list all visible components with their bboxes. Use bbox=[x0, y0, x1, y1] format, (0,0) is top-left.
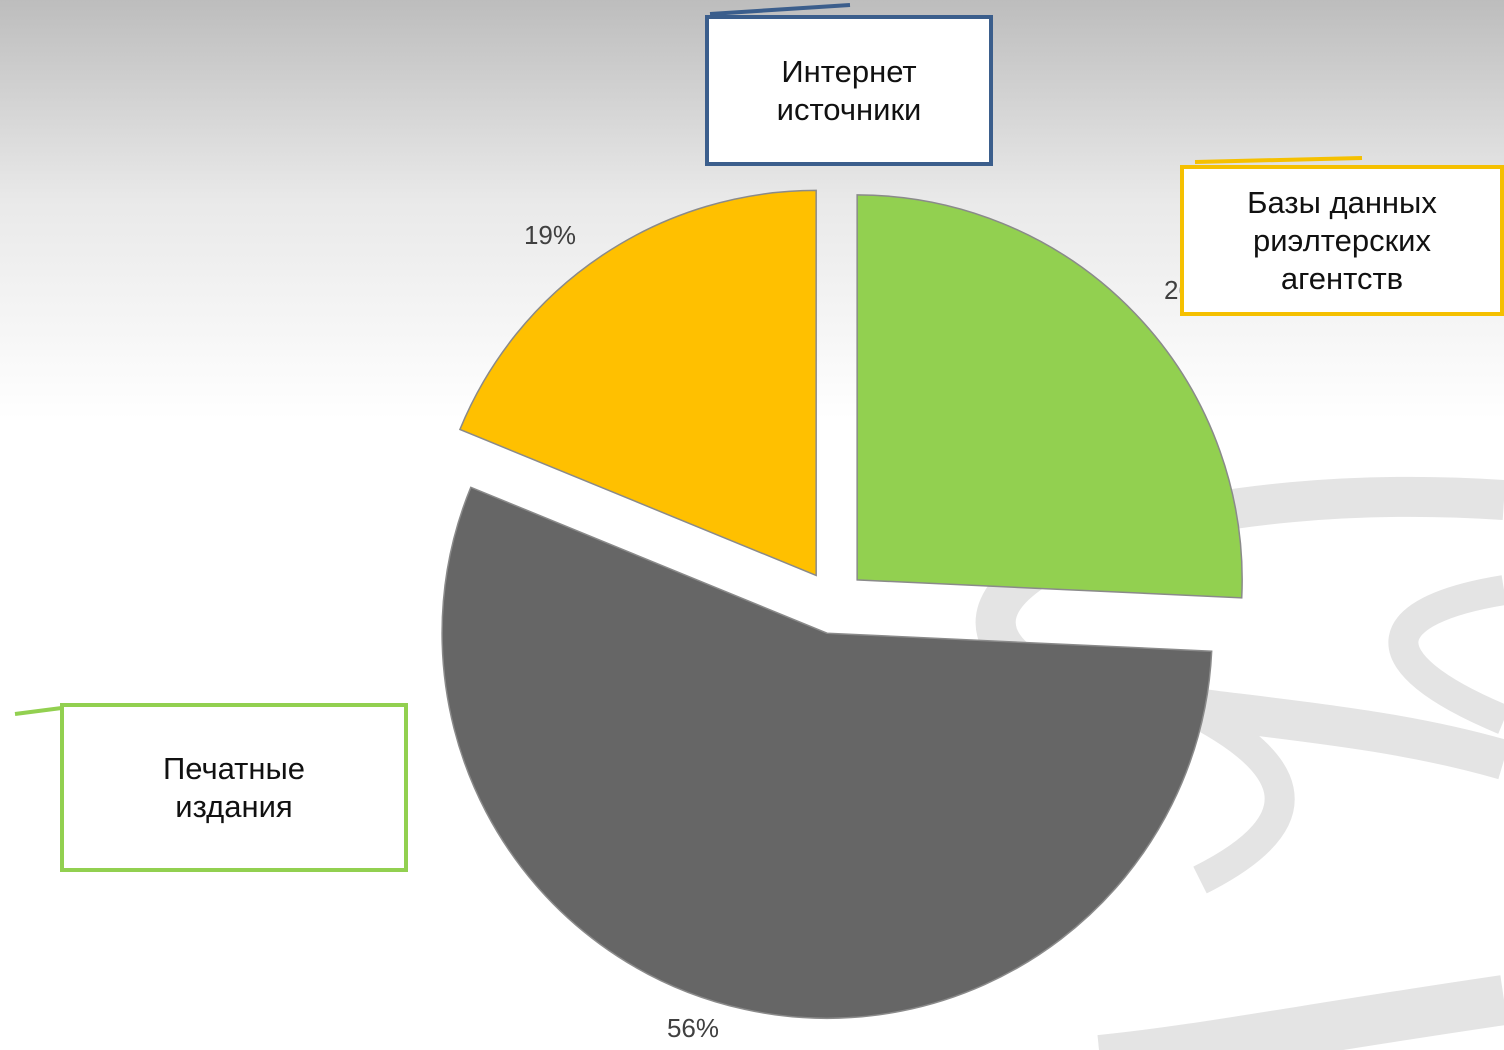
data-label: 56% bbox=[667, 1013, 719, 1043]
callout-text: издания bbox=[175, 788, 293, 824]
callout-text: риэлтерских bbox=[1253, 222, 1431, 258]
callout: Интернет источники bbox=[705, 15, 993, 166]
pie-slice bbox=[458, 189, 817, 577]
decoration bbox=[975, 476, 1504, 1050]
callout: Базы данных риэлтерских агентств bbox=[1180, 165, 1504, 316]
leader-line bbox=[709, 3, 851, 16]
data-label: 19% bbox=[524, 220, 576, 250]
callout: Печатные издания bbox=[60, 703, 408, 872]
pie-slice bbox=[856, 194, 1243, 599]
callout-text: Интернет bbox=[781, 53, 917, 89]
pie bbox=[441, 189, 1243, 1019]
callout-text: Базы данных bbox=[1247, 184, 1437, 220]
pie-slice bbox=[441, 486, 1213, 1019]
callout-text: Печатные bbox=[162, 750, 306, 786]
callout-text: агентств bbox=[1280, 260, 1404, 296]
leader-line bbox=[1194, 156, 1363, 164]
callout-text: источники bbox=[776, 91, 922, 127]
